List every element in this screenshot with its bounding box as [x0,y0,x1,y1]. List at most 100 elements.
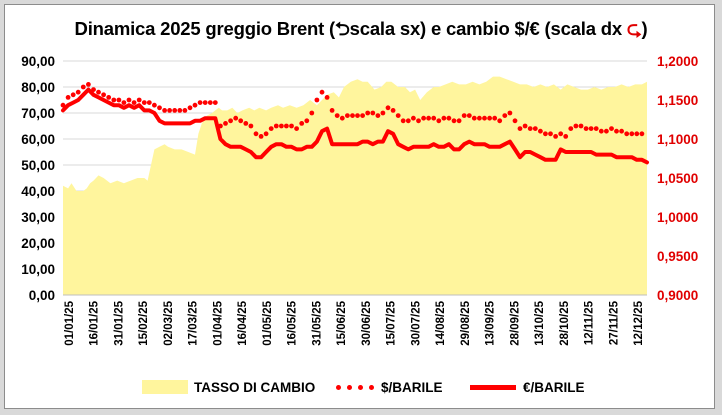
x-tick-label: 14/08/25 [435,300,447,345]
dotted-series-point [345,113,350,118]
x-tick-label: 13/10/25 [534,300,546,345]
y-right-tick-label: 1,2000 [657,54,698,69]
x-tick-label: 15/02/25 [138,300,150,345]
legend: TASSO DI CAMBIO $/BARILE €/BARILE [0,376,722,398]
chart-title-main: Dinamica 2025 greggio Brent ( [74,18,336,39]
dotted-series-point [553,134,558,139]
y-left-tick-label: 20,00 [21,236,55,251]
x-tick-label: 13/09/25 [485,300,497,345]
chart-title-end: ) [641,18,648,39]
y-left-tick-label: 80,00 [21,80,55,95]
dotted-series-point [192,102,198,108]
dotted-series-point [243,121,249,126]
dotted-series-point [598,128,604,134]
x-tick-label: 16/04/25 [237,300,249,345]
y-left-tick-label: 40,00 [21,184,55,199]
dotted-series-point [212,100,218,105]
dotted-series-point [101,92,106,98]
dotted-series-point [268,126,274,131]
dotted-series-point [324,95,330,100]
x-tick-label: 12/11/25 [584,300,596,345]
dotted-series-point [126,97,132,103]
dotted-series-point [451,118,457,124]
dotted-series-point [263,131,269,137]
dotted-series-point [86,82,91,87]
dotted-series-point [70,92,76,98]
dotted-series-point [441,115,447,121]
dotted-series-point [304,118,310,124]
dotted-series-point [339,115,345,121]
dotted-series-point [390,108,396,113]
dotted-series-point [573,123,579,129]
x-tick-label: 17/03/25 [188,300,200,345]
dotted-series-point [65,95,71,100]
dotted-series-point [233,115,239,121]
area-series-tasso-di-cambio [63,76,647,295]
x-tick-label: 16/01/25 [89,300,101,345]
dotted-series-point [411,115,416,121]
dotted-series-point [583,126,589,131]
dotted-series-point [629,131,635,137]
x-tick-label: 31/01/25 [113,300,125,345]
dotted-series-point [512,118,518,124]
dotted-series-point [136,97,142,103]
x-tick-label: 30/07/25 [410,300,422,345]
legend-item-area: TASSO DI CAMBIO [142,376,315,398]
x-tick-label: 15/06/25 [336,300,348,345]
dotted-series-point [492,115,498,121]
y-right-tick-label: 1,1500 [657,93,698,108]
dotted-series-point [131,100,137,105]
dotted-series-point [111,97,117,103]
dotted-series-point [538,128,543,134]
dotted-series-point [187,105,193,111]
dotted-series-point [314,97,320,103]
dotted-series-point [273,123,279,129]
dotted-series-point [334,113,340,118]
dotted-series-point [558,131,564,137]
dotted-series-point [146,100,152,105]
x-tick-label: 16/05/25 [287,300,299,345]
dotted-series-point [355,113,360,118]
dotted-series-point [253,131,259,137]
y-left-tick-label: 60,00 [21,132,55,147]
y-right-tick-label: 1,0000 [657,210,698,225]
dotted-series-point [431,115,437,121]
dotted-series-point [121,100,127,105]
legend-label-line: €/BARILE [523,379,585,395]
dotted-series-point [588,126,594,131]
dotted-series-point [421,115,426,121]
dotted-series-point [329,108,335,113]
y-right-tick-label: 0,9000 [657,288,698,303]
dotted-series-point [350,113,355,118]
dotted-series-point [202,100,208,105]
dotted-series-point [487,115,492,121]
dotted-series-point [517,126,523,131]
dotted-series-point [152,102,157,108]
dotted-series-point [96,89,101,95]
y-left-tick-label: 30,00 [21,210,55,225]
x-tick-label: 01/05/25 [262,300,274,345]
dotted-series-point [375,113,381,118]
x-tick-label: 27/11/25 [608,300,620,345]
dotted-series-point [471,115,477,121]
x-tick-label: 15/07/25 [386,300,398,345]
x-tick-label: 12/12/25 [633,300,645,345]
dotted-series-layer [60,82,645,139]
dotted-series-point [395,113,401,118]
dotted-series-point [456,118,462,124]
dotted-series-point [197,100,203,105]
legend-swatch-area [142,380,188,394]
dotted-series-point [461,113,467,118]
dotted-series-point [289,123,294,129]
dotted-series-point [482,115,487,121]
dotted-series-point [507,110,513,116]
left-scale-arrow-icon: ⮌ [335,18,350,39]
dotted-series-point [604,128,609,134]
dotted-series-point [563,134,569,139]
dotted-series-point [385,105,391,111]
dotted-series-point [80,84,86,90]
dotted-series-point [172,108,178,113]
dotted-series-point [619,128,624,134]
dotted-series-point [380,110,386,116]
